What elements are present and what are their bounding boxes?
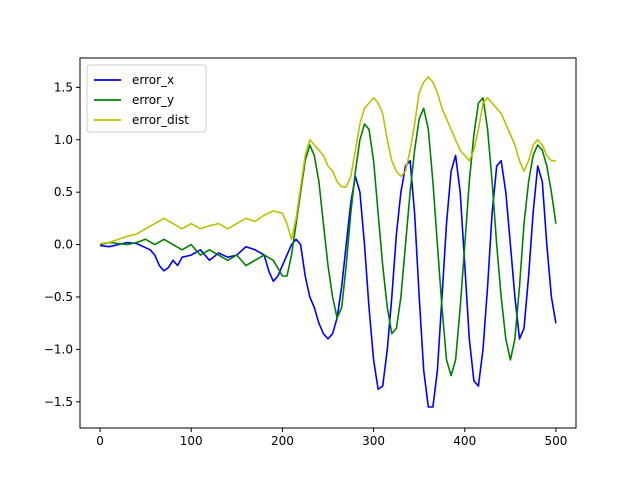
y-tick-label: −0.5: [44, 290, 73, 304]
plot-area: [99, 76, 557, 408]
series-line-error-x: [100, 154, 557, 408]
x-tick-label: 200: [271, 434, 294, 448]
y-tick-label: −1.5: [44, 395, 73, 409]
series-line-error-y: [99, 97, 557, 377]
x-tick-label: 0: [96, 434, 104, 448]
x-tick-label: 400: [453, 434, 476, 448]
legend-label: error_y: [132, 93, 174, 107]
y-tick-label: −1.0: [44, 342, 73, 356]
x-tick-label: 500: [544, 434, 567, 448]
y-tick-label: 1.5: [54, 80, 73, 94]
x-tick-label: 300: [362, 434, 385, 448]
y-tick-label: 0.0: [54, 238, 73, 252]
legend-box: [86, 64, 207, 133]
y-tick-label: 1.0: [54, 133, 73, 147]
y-tick-label: 0.5: [54, 185, 73, 199]
axes: 0 100 200 300 400 500 −1.5 −1.0 −0.5 0.0 0.5 1.0 1.5: [44, 57, 577, 448]
legend: error_x error_y error_dist: [86, 64, 207, 133]
axes-frame: [79, 57, 577, 429]
legend-label: error_dist: [132, 113, 189, 127]
x-tick-label: 100: [180, 434, 203, 448]
legend-label: error_x: [132, 73, 174, 87]
series-line-error-dist: [100, 76, 556, 245]
